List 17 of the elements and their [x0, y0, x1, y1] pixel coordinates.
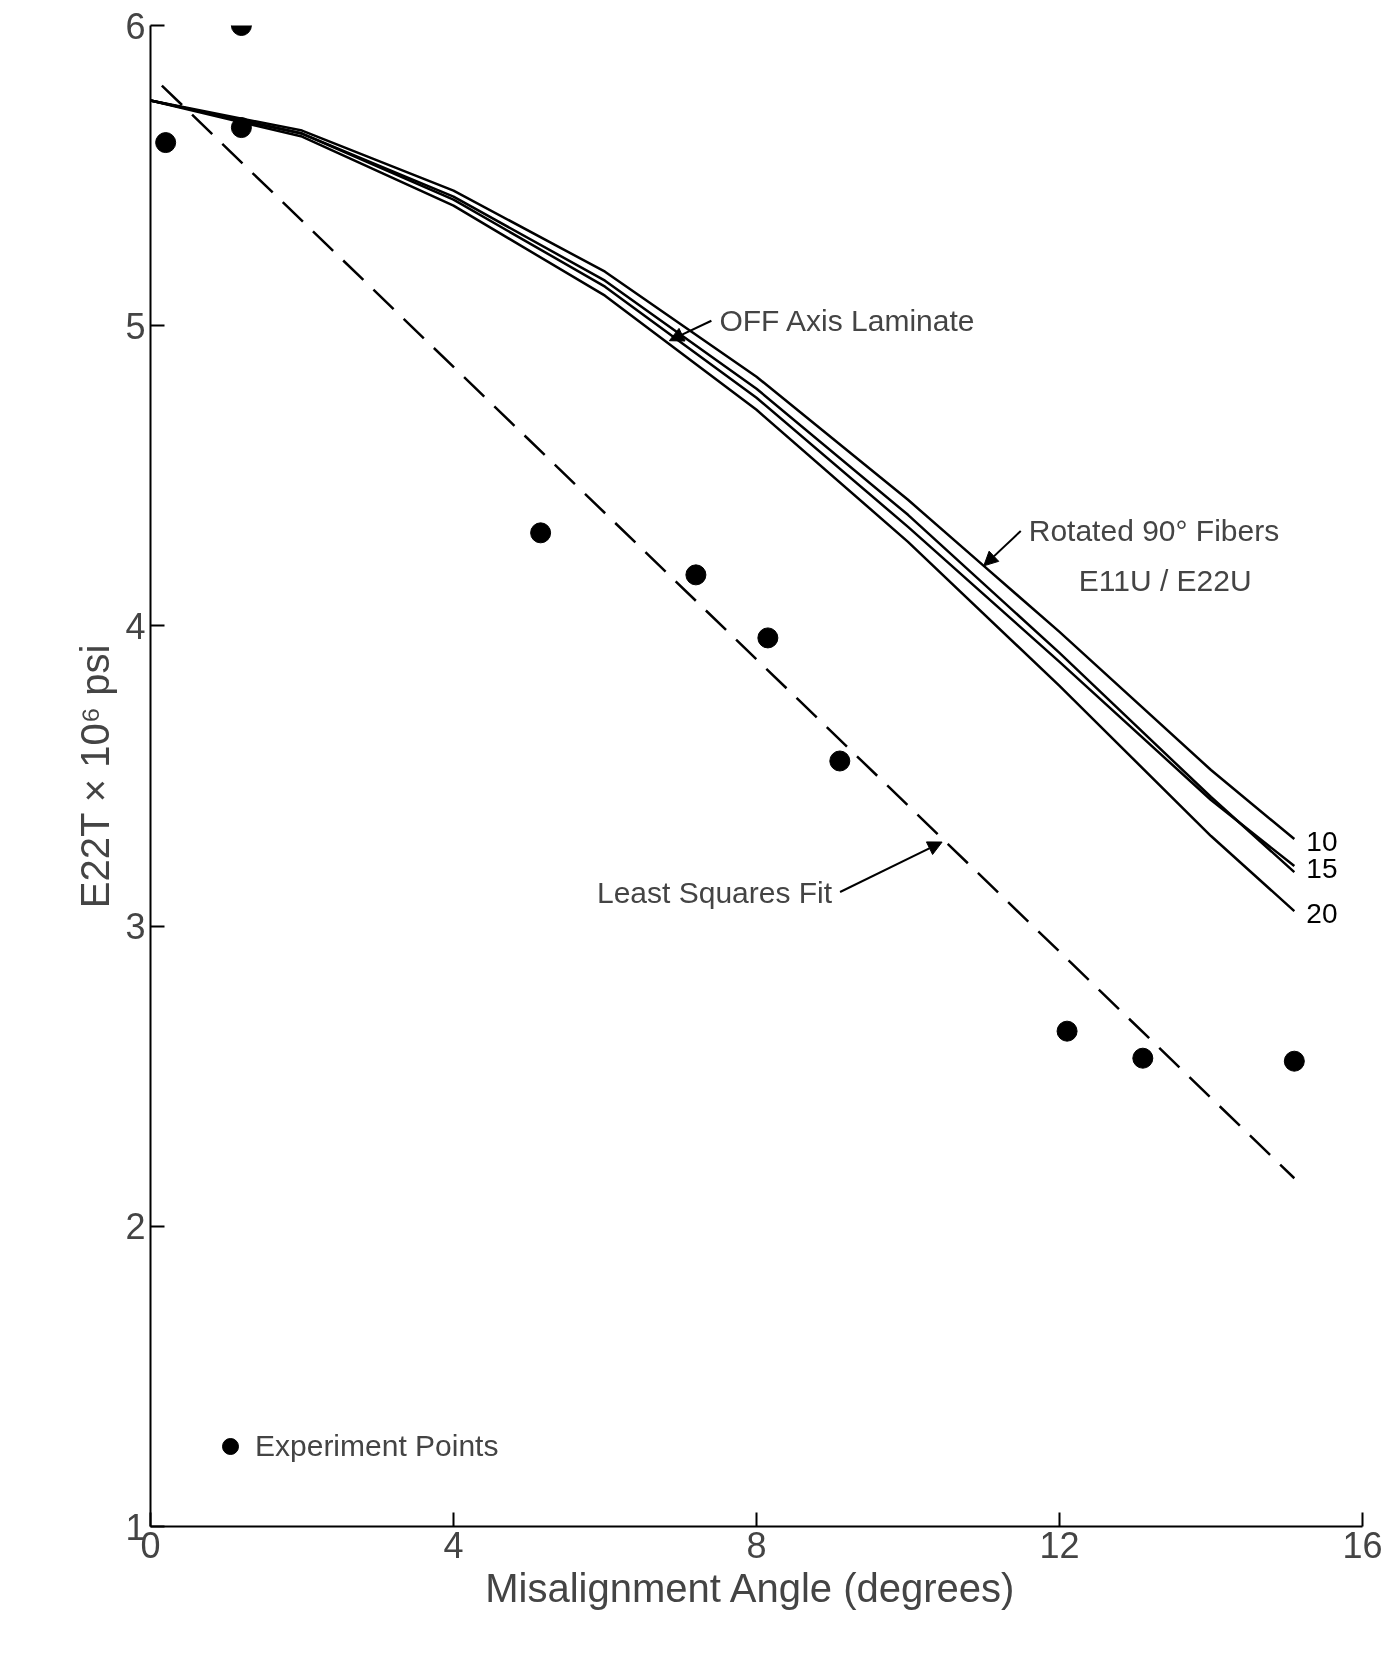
annotation: Least Squares Fit: [596, 875, 833, 909]
series-label: 20: [1306, 898, 1338, 930]
annotation: OFF Axis Laminate: [719, 304, 975, 338]
y-axis-title: E22T × 10⁶ psi: [73, 644, 118, 909]
y-tick-label: 3: [125, 906, 146, 948]
x-tick-label: 12: [1039, 1524, 1080, 1566]
x-axis-title: Misalignment Angle (degrees): [485, 1565, 1015, 1610]
legend-label: Experiment Points: [255, 1429, 499, 1463]
y-tick-label: 5: [125, 305, 146, 347]
annotation: Rotated 90° Fibers: [1028, 514, 1280, 548]
y-tick-label: 4: [125, 605, 146, 647]
x-tick-label: 16: [1342, 1524, 1383, 1566]
y-tick-label: 6: [125, 5, 146, 47]
x-tick-label: 8: [746, 1524, 767, 1566]
annotation: E11U / E22U: [1078, 564, 1252, 598]
x-tick-label: 4: [443, 1524, 464, 1566]
y-tick-label: 2: [125, 1206, 146, 1248]
